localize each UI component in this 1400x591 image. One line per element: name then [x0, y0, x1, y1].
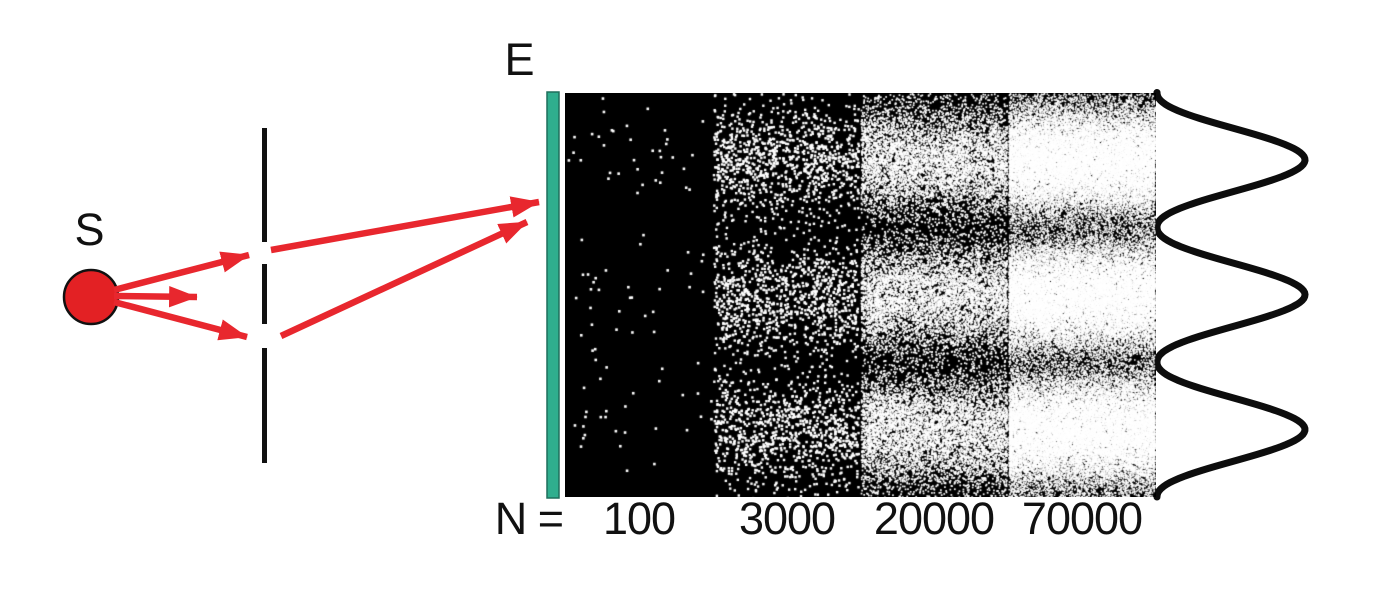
source-rays — [113, 251, 250, 341]
panel-count-label-3: 20000 — [873, 493, 995, 544]
ray-upper-slit-to-screen — [270, 196, 540, 254]
ray-to-lower-slit — [113, 298, 248, 341]
photon-source — [62, 268, 120, 326]
slit-rays — [270, 196, 540, 339]
detection-screen — [546, 91, 560, 499]
ray-center — [113, 285, 198, 308]
ray-to-upper-slit — [113, 251, 250, 294]
count-prefix-label: N = — [494, 493, 564, 544]
screen-label: E — [504, 34, 534, 85]
ray-lower-slit-to-screen — [279, 219, 529, 339]
photon-accumulation-panels — [565, 93, 1156, 497]
panel-count-label-1: 100 — [602, 493, 676, 544]
panel-count-label-2: 3000 — [738, 493, 836, 544]
panel-count-label-4: 70000 — [1021, 493, 1143, 544]
interference-intensity-curve — [1153, 89, 1309, 501]
source-label: S — [74, 204, 104, 255]
